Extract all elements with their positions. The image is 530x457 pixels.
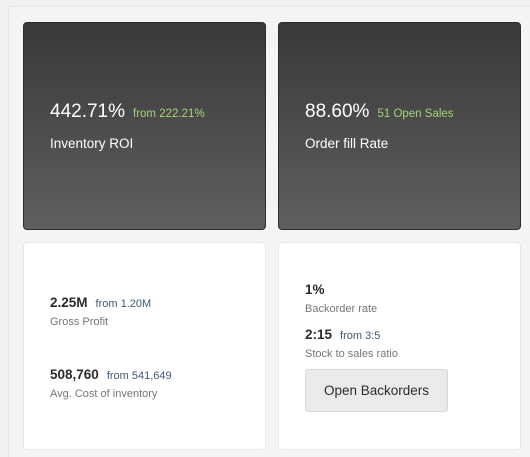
avg-cost-label: Avg. Cost of inventory xyxy=(50,388,158,400)
gross-profit-from: from 1.20M xyxy=(95,298,152,310)
inventory-roi-label: Inventory ROI xyxy=(50,136,134,151)
financial-summary-card: 2.25M from 1.20M Gross Profit 508,760 fr… xyxy=(23,242,266,450)
gross-profit-stat: 2.25M from 1.20M Gross Profit xyxy=(50,295,151,328)
avg-cost-value: 508,760 xyxy=(50,367,99,382)
avg-cost-stat: 508,760 from 541,649 Avg. Cost of invent… xyxy=(50,367,172,400)
inventory-roi-card: 442.71% from 222.21% Inventory ROI xyxy=(23,22,266,230)
order-fill-rate-card: 88.60% 51 Open Sales Order fill Rate xyxy=(278,22,521,230)
backorder-card: 1% Backorder rate 2:15 from 3:5 Stock to… xyxy=(278,242,521,450)
gross-profit-label: Gross Profit xyxy=(50,316,109,328)
stock-sales-ratio-value: 2:15 xyxy=(305,327,333,342)
stock-sales-ratio-stat: 2:15 from 3:5 Stock to sales ratio xyxy=(305,327,398,360)
order-fill-rate-label: Order fill Rate xyxy=(305,136,389,151)
backorder-rate-value: 1% xyxy=(305,282,325,297)
open-sales-count: 51 Open Sales xyxy=(377,108,454,120)
avg-cost-from: from 541,649 xyxy=(106,370,172,382)
order-fill-rate-value: 88.60% xyxy=(305,101,370,122)
stock-sales-ratio-from: from 3:5 xyxy=(340,330,381,342)
backorder-rate-stat: 1% Backorder rate xyxy=(305,282,377,315)
inventory-roi-row: 442.71% from 222.21% xyxy=(50,101,205,123)
backorder-rate-label: Backorder rate xyxy=(305,303,378,315)
open-backorders-button[interactable]: Open Backorders xyxy=(305,369,448,412)
inventory-roi-delta: from 222.21% xyxy=(133,108,205,120)
inventory-roi-value: 442.71% xyxy=(50,101,126,122)
order-fill-rate-row: 88.60% 51 Open Sales xyxy=(305,101,454,123)
gross-profit-value: 2.25M xyxy=(50,295,88,310)
stock-sales-ratio-label: Stock to sales ratio xyxy=(305,348,398,360)
